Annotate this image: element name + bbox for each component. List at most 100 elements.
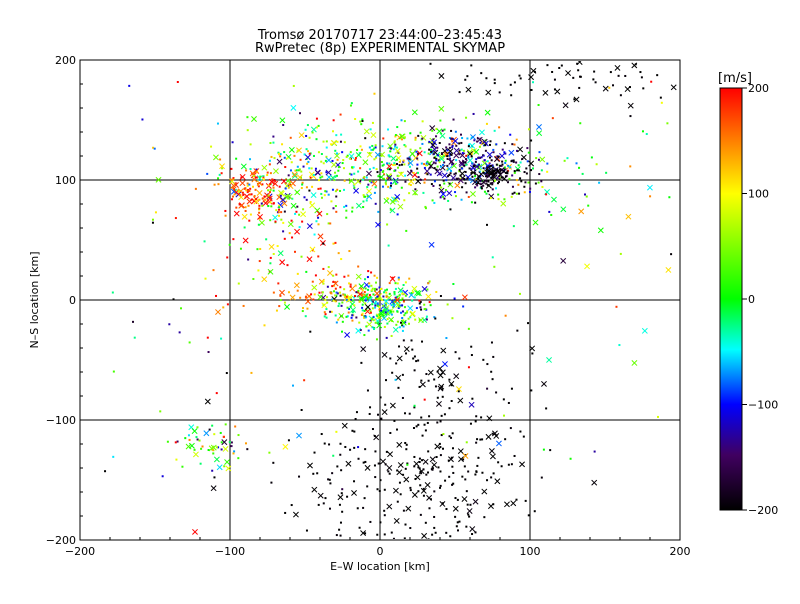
data-point-dot bbox=[224, 214, 227, 217]
data-point-dot bbox=[335, 321, 338, 324]
data-point-dot bbox=[279, 155, 282, 158]
data-point-dot bbox=[483, 159, 486, 162]
data-point-dot bbox=[400, 186, 403, 189]
data-point-x-marker bbox=[500, 200, 507, 207]
data-point-x-marker bbox=[411, 285, 418, 292]
data-point-dot bbox=[255, 168, 258, 171]
data-point-dot bbox=[450, 456, 453, 459]
data-point-x-marker bbox=[427, 369, 434, 376]
data-point-x-marker bbox=[383, 197, 390, 204]
data-point-dot bbox=[235, 206, 238, 209]
data-point-dot bbox=[295, 210, 298, 213]
data-point-dot bbox=[490, 370, 493, 373]
data-point-dot bbox=[263, 195, 266, 198]
data-point-dot bbox=[408, 165, 411, 168]
data-point-dot bbox=[474, 175, 477, 178]
data-point-dot bbox=[365, 295, 368, 298]
data-point-dot bbox=[486, 387, 489, 390]
data-point-dot bbox=[220, 448, 223, 451]
data-point-dot bbox=[311, 131, 314, 134]
data-point-dot bbox=[309, 201, 312, 204]
data-point-x-marker bbox=[272, 168, 279, 175]
data-point-x-marker bbox=[279, 259, 286, 266]
data-point-dot bbox=[254, 176, 257, 179]
data-point-dot bbox=[366, 186, 369, 189]
data-point-dot bbox=[322, 280, 325, 283]
data-point-dot bbox=[479, 141, 482, 144]
data-point-dot bbox=[133, 336, 136, 339]
data-point-dot bbox=[211, 469, 214, 472]
data-point-dot bbox=[431, 467, 434, 470]
data-point-dot bbox=[418, 460, 421, 463]
data-point-dot bbox=[434, 162, 437, 165]
data-point-dot bbox=[369, 310, 372, 313]
data-point-dot bbox=[541, 186, 544, 189]
data-point-dot bbox=[213, 476, 216, 479]
data-point-dot bbox=[404, 523, 407, 526]
data-point-dot bbox=[354, 417, 357, 420]
data-point-x-marker bbox=[286, 193, 293, 200]
data-point-dot bbox=[527, 322, 530, 325]
data-point-dot bbox=[339, 140, 342, 143]
data-point-dot bbox=[427, 152, 430, 155]
data-point-x-marker bbox=[272, 180, 279, 187]
data-point-dot bbox=[132, 320, 135, 323]
data-point-dot bbox=[329, 507, 332, 510]
data-point-x-marker bbox=[542, 89, 549, 96]
data-point-dot bbox=[551, 117, 554, 120]
data-point-dot bbox=[401, 319, 404, 322]
data-point-dot bbox=[362, 200, 365, 203]
data-point-dot bbox=[242, 304, 245, 307]
data-point-dot bbox=[212, 269, 215, 272]
data-point-dot bbox=[409, 486, 412, 489]
data-point-dot bbox=[334, 175, 337, 178]
data-point-dot bbox=[455, 144, 458, 147]
data-point-dot bbox=[516, 169, 519, 172]
data-point-dot bbox=[318, 291, 321, 294]
data-point-x-marker bbox=[646, 184, 653, 191]
data-point-dot bbox=[425, 162, 428, 165]
data-point-dot bbox=[274, 220, 277, 223]
data-point-dot bbox=[287, 439, 290, 442]
data-point-dot bbox=[404, 321, 407, 324]
data-point-x-marker bbox=[504, 501, 510, 508]
data-point-dot bbox=[392, 537, 395, 539]
data-point-dot bbox=[334, 294, 337, 297]
data-point-dot bbox=[322, 242, 325, 245]
data-point-dot bbox=[331, 159, 334, 162]
data-point-dot bbox=[362, 506, 365, 509]
data-point-dot bbox=[454, 195, 457, 198]
data-point-dot bbox=[387, 309, 390, 312]
data-point-x-marker bbox=[355, 178, 362, 185]
y-tick-label: 100 bbox=[55, 174, 76, 187]
data-point-dot bbox=[349, 151, 352, 154]
data-point-dot bbox=[200, 447, 203, 450]
data-point-x-marker bbox=[536, 130, 543, 137]
data-point-dot bbox=[381, 185, 384, 188]
data-point-x-marker bbox=[670, 84, 677, 91]
data-point-dot bbox=[319, 176, 322, 179]
data-point-dot bbox=[531, 352, 534, 355]
data-point-dot bbox=[486, 167, 489, 170]
data-point-dot bbox=[268, 163, 271, 166]
data-point-dot bbox=[268, 159, 271, 162]
data-point-dot bbox=[325, 171, 328, 174]
data-point-dot bbox=[358, 300, 361, 303]
data-point-dot bbox=[359, 329, 362, 332]
data-point-x-marker bbox=[631, 359, 638, 366]
data-point-dot bbox=[417, 359, 420, 362]
data-point-dot bbox=[465, 116, 468, 119]
data-point-dot bbox=[440, 434, 443, 437]
data-point-dot bbox=[224, 423, 227, 426]
data-point-dot bbox=[249, 143, 252, 146]
data-point-dot bbox=[434, 385, 437, 388]
data-point-dot bbox=[343, 179, 346, 182]
data-point-dot bbox=[290, 161, 293, 164]
data-point-dot bbox=[351, 319, 354, 322]
data-point-dot bbox=[234, 189, 237, 192]
data-point-dot bbox=[361, 312, 364, 315]
data-point-dot bbox=[469, 503, 472, 506]
data-point-dot bbox=[304, 296, 307, 299]
data-point-x-marker bbox=[418, 317, 424, 324]
data-point-dot bbox=[248, 193, 251, 196]
